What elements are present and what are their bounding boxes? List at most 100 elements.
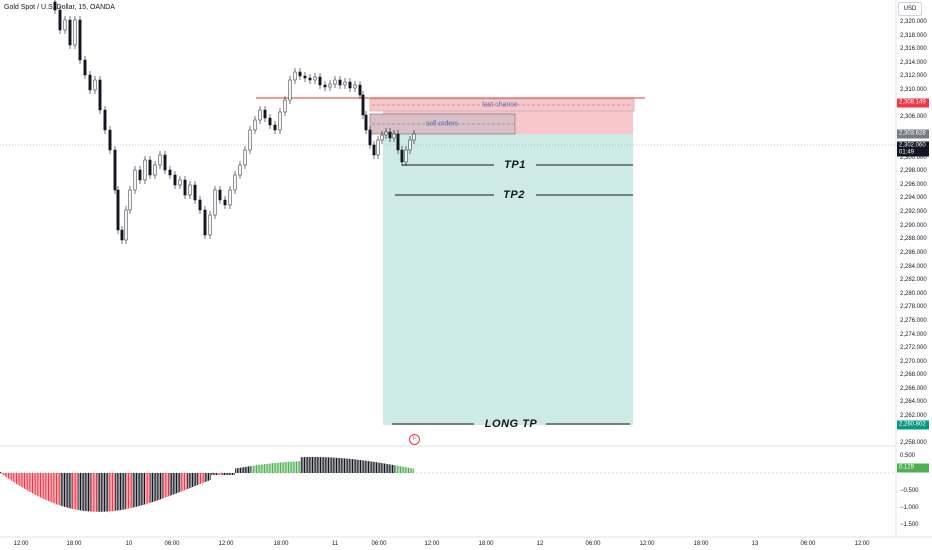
time-tick: 18:00 [693, 541, 709, 547]
histogram-bar [260, 464, 262, 473]
histogram-bar [139, 473, 141, 506]
histogram-bar [284, 462, 286, 473]
candle [248, 129, 252, 151]
histogram-bar [385, 463, 387, 473]
price-tick: 2,294.000 [900, 195, 927, 201]
candle [113, 149, 117, 191]
histogram-bar [384, 463, 385, 473]
histogram-bar [46, 473, 48, 501]
histogram-bar [312, 457, 313, 473]
histogram-bar [40, 473, 41, 498]
histogram-bar [276, 462, 278, 473]
histogram-bar [182, 473, 184, 491]
tp1-label[interactable]: TP1 [504, 159, 526, 171]
histogram-bar [268, 463, 270, 473]
histogram-bar [97, 473, 99, 512]
histogram-bar [129, 473, 131, 509]
price-tick: 2,312.000 [900, 73, 927, 79]
histogram-bar [352, 459, 353, 473]
histogram-bar [244, 466, 246, 473]
histogram-bar [49, 473, 51, 502]
flag-icon[interactable]: F [409, 434, 420, 445]
histogram-bar [3, 473, 5, 476]
candle [116, 189, 120, 231]
candle [78, 19, 82, 61]
histogram-bar [35, 473, 37, 496]
histogram-bar [401, 466, 403, 473]
candle [348, 81, 352, 89]
long-profit-zone[interactable] [383, 134, 633, 425]
histogram-bar [64, 473, 65, 507]
histogram-bar [44, 473, 46, 500]
histogram-bar [336, 457, 337, 473]
candle [153, 164, 157, 176]
histogram-bar [321, 457, 323, 473]
histogram-bar [54, 473, 56, 504]
histogram-bar [185, 473, 187, 490]
time-tick: 12:00 [218, 541, 234, 547]
histogram-bar [188, 473, 190, 489]
histogram-bar [340, 458, 342, 473]
histogram-bar [60, 473, 62, 506]
histogram-bar [24, 473, 25, 489]
currency-selector[interactable]: USD [898, 2, 922, 16]
time-tick: 12 [536, 541, 544, 547]
histogram-bar [68, 473, 70, 509]
histogram-bar [326, 457, 328, 473]
price-tick: 2,288.000 [900, 236, 927, 242]
histogram-bar [8, 473, 9, 479]
histogram-bar [344, 458, 345, 473]
histogram-bar [137, 473, 139, 507]
histogram-bar [236, 468, 238, 473]
candle [233, 174, 237, 191]
candle [380, 134, 384, 141]
time-tick: 12:00 [424, 541, 440, 547]
histogram-bar [187, 473, 189, 489]
histogram-bar [22, 473, 24, 488]
sell-orders-label[interactable]: sell orders [425, 120, 459, 128]
histogram-bar [278, 462, 280, 473]
histogram-bar [398, 465, 400, 473]
target-price-tag: 2,260.802 [897, 420, 929, 430]
candle [333, 79, 337, 85]
bar-countdown: 01:49 [899, 149, 915, 155]
histogram-bar [52, 473, 54, 504]
histogram-bar [86, 473, 88, 512]
candle [143, 159, 147, 181]
histogram-bar [118, 473, 120, 511]
histogram-bar [257, 465, 259, 473]
histogram-bar [364, 460, 366, 473]
time-tick: 12:00 [13, 541, 29, 547]
histogram-bar [140, 473, 142, 506]
symbol-title[interactable]: Gold Spot / U.S. Dollar, 15, OANDA [4, 4, 115, 11]
histogram-bar [156, 473, 158, 501]
histogram-bar [243, 467, 245, 473]
histogram-bar [254, 465, 256, 473]
histogram-bar [412, 468, 414, 473]
histogram-bar [267, 463, 269, 473]
histogram-bar [76, 473, 78, 510]
histogram-bar [337, 457, 339, 473]
histogram-bar [81, 473, 83, 511]
histogram-bar [230, 473, 232, 475]
histogram-bar [387, 464, 389, 473]
long-tp-label[interactable]: LONG TP [484, 418, 538, 430]
time-tick: 06:00 [800, 541, 816, 547]
price-tick: 2,296.000 [900, 182, 927, 188]
histogram-bar [286, 461, 288, 473]
candle [228, 189, 232, 206]
histogram-bar [169, 473, 171, 496]
histogram-bar [334, 457, 336, 473]
candle [208, 214, 212, 236]
candle [400, 149, 404, 163]
histogram-bar [65, 473, 67, 508]
histogram-bar [75, 473, 77, 510]
histogram-bar [200, 473, 201, 484]
indicator-tick: −0.500 [900, 488, 919, 494]
histogram-bar [217, 473, 219, 475]
candle [63, 19, 67, 31]
tp2-label[interactable]: TP2 [503, 189, 525, 201]
price-tick: 2,290.000 [900, 223, 927, 229]
last-chance-label[interactable]: last chance [482, 101, 518, 109]
